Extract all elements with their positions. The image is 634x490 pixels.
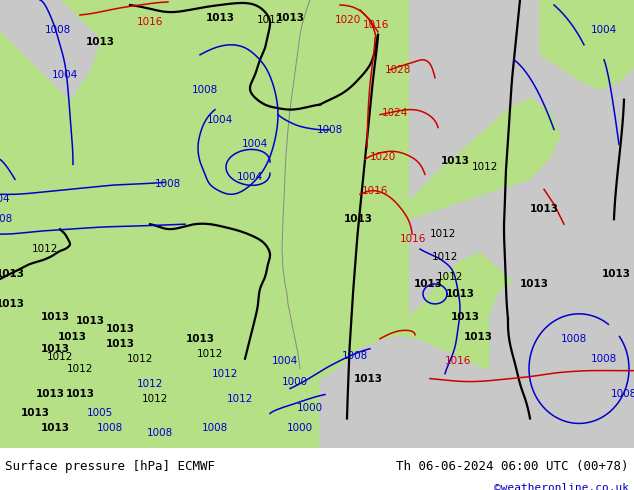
Text: 1013: 1013 xyxy=(186,334,214,344)
Polygon shape xyxy=(540,0,634,90)
Text: 1013: 1013 xyxy=(75,316,105,326)
Text: 1012: 1012 xyxy=(432,252,458,262)
Text: 1013: 1013 xyxy=(41,312,70,322)
Text: 1004: 1004 xyxy=(207,115,233,124)
Text: 1000: 1000 xyxy=(297,403,323,414)
Text: 1008: 1008 xyxy=(317,124,343,135)
Polygon shape xyxy=(520,0,634,448)
Text: 1013: 1013 xyxy=(441,156,470,167)
Polygon shape xyxy=(320,336,520,448)
Polygon shape xyxy=(490,224,600,448)
Polygon shape xyxy=(380,98,560,224)
Text: 1008: 1008 xyxy=(45,25,71,35)
Text: 004: 004 xyxy=(0,194,10,204)
Text: 1008: 1008 xyxy=(561,334,587,344)
Text: 1000: 1000 xyxy=(282,377,308,387)
Text: 1000: 1000 xyxy=(287,423,313,434)
Text: 1013: 1013 xyxy=(41,423,70,434)
Text: 1013: 1013 xyxy=(205,13,235,23)
Text: 1004: 1004 xyxy=(237,172,263,182)
Text: 1013: 1013 xyxy=(529,204,559,214)
Text: 1020: 1020 xyxy=(370,152,396,162)
Text: 1016: 1016 xyxy=(362,186,388,196)
Text: 1012: 1012 xyxy=(47,352,73,362)
Text: 1013: 1013 xyxy=(86,37,115,47)
Text: 1013: 1013 xyxy=(105,324,134,334)
Text: 1004: 1004 xyxy=(272,356,298,366)
Polygon shape xyxy=(410,0,634,323)
Text: Th 06-06-2024 06:00 UTC (00+78): Th 06-06-2024 06:00 UTC (00+78) xyxy=(396,460,629,473)
Text: 1013: 1013 xyxy=(105,339,134,349)
Text: 1013: 1013 xyxy=(519,279,548,289)
Text: 1013: 1013 xyxy=(413,279,443,289)
Text: 1008: 1008 xyxy=(155,179,181,189)
Text: 1020: 1020 xyxy=(335,15,361,25)
Text: 1012: 1012 xyxy=(67,364,93,374)
Text: 1013: 1013 xyxy=(58,332,86,342)
Text: 1013: 1013 xyxy=(463,332,493,342)
Text: 1012: 1012 xyxy=(437,272,463,282)
Text: 1013: 1013 xyxy=(602,269,630,279)
Polygon shape xyxy=(0,0,100,99)
Text: 1013: 1013 xyxy=(276,13,304,23)
Text: 1005: 1005 xyxy=(87,409,113,418)
Text: 1013: 1013 xyxy=(354,373,382,384)
Text: 1016: 1016 xyxy=(363,20,389,30)
Text: 1012: 1012 xyxy=(227,393,253,404)
Text: 1012: 1012 xyxy=(197,349,223,359)
Text: ©weatheronline.co.uk: ©weatheronline.co.uk xyxy=(494,483,629,490)
Text: 1013: 1013 xyxy=(20,409,49,418)
Text: 1013: 1013 xyxy=(344,214,373,224)
Text: 1008: 1008 xyxy=(202,423,228,434)
Text: 1012: 1012 xyxy=(430,229,456,239)
Text: 1024: 1024 xyxy=(382,108,408,118)
Text: 1008: 1008 xyxy=(97,423,123,434)
Text: 1008: 1008 xyxy=(591,354,617,364)
Text: 1008: 1008 xyxy=(342,351,368,361)
Text: 1013: 1013 xyxy=(65,389,94,398)
Text: 1008: 1008 xyxy=(0,214,13,224)
Text: 1012: 1012 xyxy=(137,379,163,389)
Text: 1016: 1016 xyxy=(445,356,471,366)
Text: 1013: 1013 xyxy=(451,312,479,322)
Text: 1012: 1012 xyxy=(257,15,283,25)
Text: 1016: 1016 xyxy=(400,234,426,244)
Text: 1012: 1012 xyxy=(32,244,58,254)
Text: 1016: 1016 xyxy=(137,17,163,27)
Text: 1004: 1004 xyxy=(52,70,78,80)
Text: 1012: 1012 xyxy=(127,354,153,364)
Text: 1008: 1008 xyxy=(611,389,634,398)
Text: 1013: 1013 xyxy=(446,289,474,299)
Polygon shape xyxy=(0,0,634,448)
Text: 1013: 1013 xyxy=(41,343,70,354)
Text: 1004: 1004 xyxy=(242,140,268,149)
Text: 1012: 1012 xyxy=(212,368,238,379)
Polygon shape xyxy=(0,0,634,448)
Text: 1012: 1012 xyxy=(142,393,168,404)
Text: 1013: 1013 xyxy=(36,389,65,398)
Text: 1013: 1013 xyxy=(0,299,25,309)
Text: 1004: 1004 xyxy=(591,25,617,35)
Text: 1028: 1028 xyxy=(385,65,411,75)
Text: 1013: 1013 xyxy=(0,269,25,279)
Text: 1008: 1008 xyxy=(147,428,173,439)
Text: Surface pressure [hPa] ECMWF: Surface pressure [hPa] ECMWF xyxy=(5,460,215,473)
Text: 1012: 1012 xyxy=(472,162,498,172)
Text: 1008: 1008 xyxy=(192,85,218,95)
